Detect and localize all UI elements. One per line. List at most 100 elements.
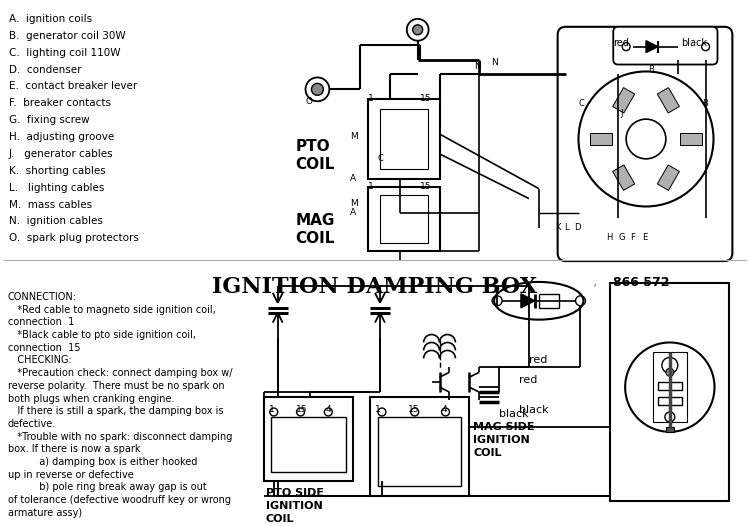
Bar <box>653 352 687 422</box>
Bar <box>380 109 427 169</box>
Text: B: B <box>648 65 654 74</box>
Text: *Precaution check: connect damping box w/: *Precaution check: connect damping box w… <box>8 368 232 378</box>
Text: *Trouble with no spark: disconnect damping: *Trouble with no spark: disconnect dampi… <box>8 432 232 442</box>
Text: PTO SIDE: PTO SIDE <box>266 489 324 499</box>
Text: A: A <box>350 174 356 183</box>
Text: IGNITION: IGNITION <box>266 501 322 511</box>
Text: G: G <box>618 234 625 242</box>
Text: COIL: COIL <box>296 157 335 172</box>
Text: N.  ignition cables: N. ignition cables <box>9 216 103 226</box>
Text: O: O <box>305 97 313 106</box>
Text: J: J <box>620 109 622 118</box>
Bar <box>657 165 680 190</box>
Text: up in reverse or defective: up in reverse or defective <box>8 470 134 480</box>
Bar <box>538 294 559 308</box>
Text: armature assy): armature assy) <box>8 508 82 518</box>
Bar <box>271 417 346 471</box>
Text: 15: 15 <box>420 94 431 103</box>
Circle shape <box>666 368 674 376</box>
Text: E.  contact breaker lever: E. contact breaker lever <box>9 82 137 92</box>
Text: D.  condenser: D. condenser <box>9 65 81 75</box>
Text: defective.: defective. <box>8 419 56 429</box>
Text: B: B <box>703 99 709 108</box>
FancyBboxPatch shape <box>614 27 718 65</box>
Text: H.  adjusting groove: H. adjusting groove <box>9 132 114 142</box>
Text: N: N <box>491 57 498 67</box>
Circle shape <box>413 25 423 35</box>
Text: 1: 1 <box>268 405 274 414</box>
Text: M: M <box>350 198 358 208</box>
Bar <box>368 99 440 179</box>
Text: ,: , <box>593 274 598 288</box>
Text: J.   generator cables: J. generator cables <box>9 149 113 159</box>
Text: connection  1: connection 1 <box>8 317 74 327</box>
Text: black: black <box>681 38 706 48</box>
Text: COIL: COIL <box>473 448 502 458</box>
Text: CONNECTION:: CONNECTION: <box>8 292 76 302</box>
Text: A.  ignition coils: A. ignition coils <box>9 14 92 24</box>
Bar <box>610 283 730 501</box>
Text: 15: 15 <box>420 181 431 190</box>
Text: 1: 1 <box>368 181 374 190</box>
Text: *Black cable to pto side ignition coil,: *Black cable to pto side ignition coil, <box>8 330 196 340</box>
Bar <box>658 397 682 405</box>
Text: K.  shorting cables: K. shorting cables <box>9 166 106 176</box>
Text: E: E <box>642 234 647 242</box>
Text: COIL: COIL <box>296 231 335 246</box>
Polygon shape <box>646 41 658 53</box>
Text: IGNITION DAMPING BOX: IGNITION DAMPING BOX <box>212 276 538 298</box>
Text: *Red cable to magneto side ignition coil,: *Red cable to magneto side ignition coil… <box>8 305 215 315</box>
Text: L.   lighting cables: L. lighting cables <box>9 183 104 193</box>
Text: black: black <box>499 409 529 419</box>
Text: 1: 1 <box>375 405 381 414</box>
Text: D: D <box>574 224 581 232</box>
Text: B.  generator coil 30W: B. generator coil 30W <box>9 31 125 41</box>
Text: IGNITION: IGNITION <box>473 435 530 445</box>
Text: MAG SIDE: MAG SIDE <box>473 422 535 432</box>
Text: K: K <box>555 224 560 232</box>
Bar <box>378 417 461 487</box>
Text: MAG: MAG <box>296 214 335 228</box>
Text: a) damping box is either hooked: a) damping box is either hooked <box>8 457 197 467</box>
Text: L: L <box>565 224 569 232</box>
Text: box. If there is now a spark: box. If there is now a spark <box>8 444 140 454</box>
Bar <box>657 88 680 113</box>
Text: COIL: COIL <box>266 514 294 524</box>
Text: M: M <box>350 132 358 141</box>
Text: both plugs when cranking engine.: both plugs when cranking engine. <box>8 393 174 403</box>
Text: red: red <box>519 375 537 385</box>
Text: C.  lighting coil 110W: C. lighting coil 110W <box>9 48 120 58</box>
Text: 15: 15 <box>408 405 419 414</box>
Text: connection  15: connection 15 <box>8 342 80 352</box>
Text: 4: 4 <box>326 405 331 414</box>
Bar <box>368 187 440 251</box>
Text: O.  spark plug protectors: O. spark plug protectors <box>9 234 139 244</box>
Polygon shape <box>521 294 535 308</box>
Bar <box>380 195 427 243</box>
Bar <box>370 397 470 497</box>
Bar <box>666 427 674 432</box>
Text: 15: 15 <box>296 405 307 414</box>
Text: C: C <box>578 99 584 108</box>
Text: N: N <box>474 62 481 70</box>
Bar <box>658 382 682 390</box>
Text: CHECKING:: CHECKING: <box>8 356 71 366</box>
Text: red: red <box>529 356 548 366</box>
Text: of tolerance (defective woodruff key or wrong: of tolerance (defective woodruff key or … <box>8 495 231 505</box>
Ellipse shape <box>494 282 584 320</box>
Text: 4: 4 <box>442 405 447 414</box>
Bar <box>264 397 353 481</box>
Text: A: A <box>350 208 356 217</box>
Text: PTO: PTO <box>296 139 330 154</box>
Text: G.  fixing screw: G. fixing screw <box>9 115 89 125</box>
Text: C: C <box>378 154 384 163</box>
Bar <box>680 133 701 145</box>
Text: H: H <box>606 234 613 242</box>
Bar <box>613 165 634 190</box>
Text: red: red <box>614 38 629 48</box>
Text: M.  mass cables: M. mass cables <box>9 199 92 209</box>
Text: b) pole ring break away gap is out: b) pole ring break away gap is out <box>8 482 206 492</box>
Text: 866 572: 866 572 <box>614 276 670 289</box>
Text: F.  breaker contacts: F. breaker contacts <box>9 98 111 108</box>
Text: black: black <box>519 405 548 415</box>
